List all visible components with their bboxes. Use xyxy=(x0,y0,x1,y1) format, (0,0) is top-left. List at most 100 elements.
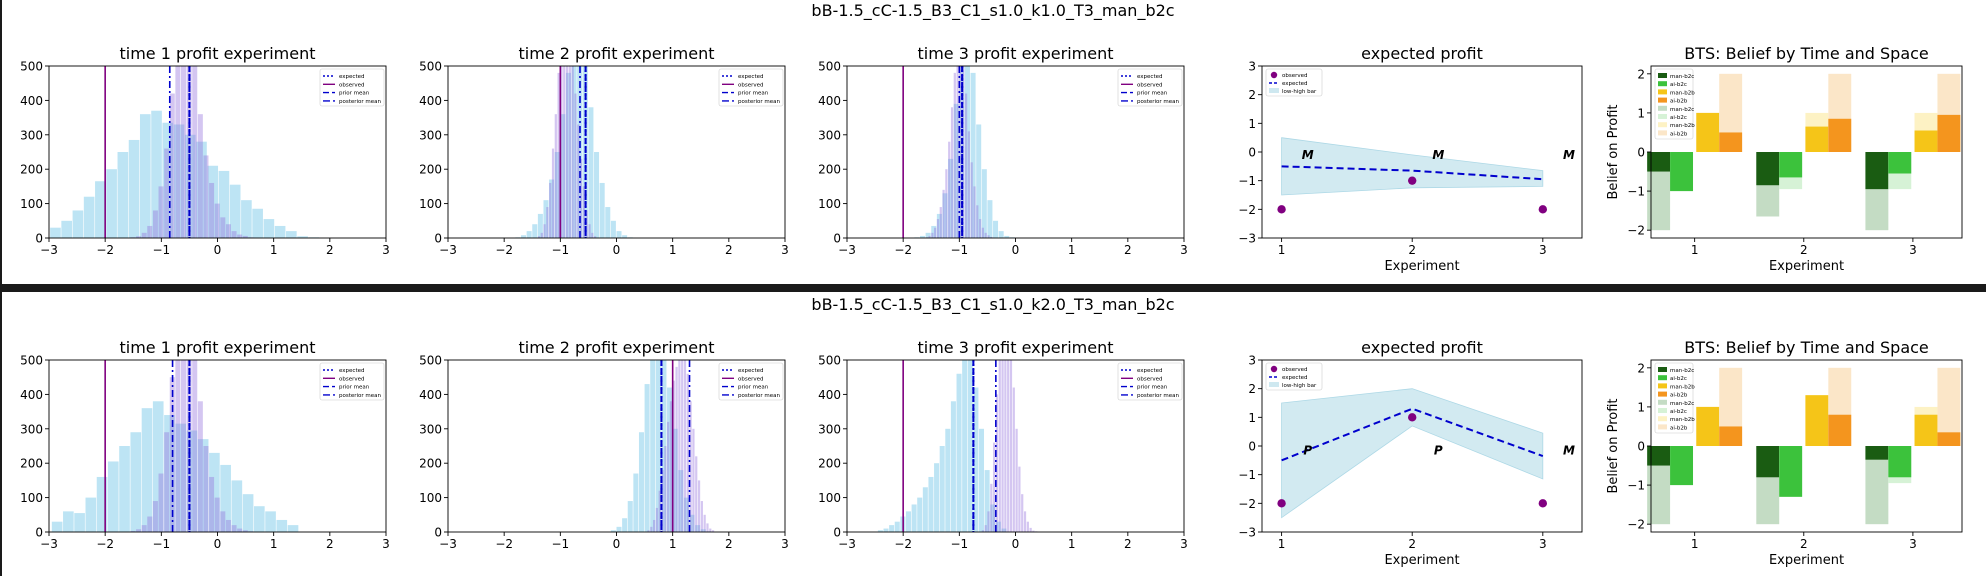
legend-swatch xyxy=(1269,88,1279,93)
observed-point xyxy=(1277,205,1286,214)
prior-hist-bar xyxy=(96,476,108,532)
posterior-hist-bar xyxy=(164,432,170,532)
prior-hist-bar xyxy=(964,66,970,238)
y-tick-label: 300 xyxy=(419,128,442,142)
panel-title: BTS: Belief by Time and Space xyxy=(1684,44,1929,63)
prior-hist-bar xyxy=(622,518,628,532)
hist-panel-time-2: −3 −2 −1 0 1 2 3 0 100 200 300 400 500 time 2 profit … xyxy=(419,338,789,551)
posterior-hist-bar xyxy=(237,528,243,532)
legend-label: observed xyxy=(339,82,365,88)
posterior-hist-bar xyxy=(700,501,703,532)
panel-title: time 1 profit experiment xyxy=(119,338,315,357)
posterior-hist-bar xyxy=(1012,387,1015,532)
x-tick-label: 2 xyxy=(1124,537,1132,551)
posterior-hist-bar xyxy=(136,236,142,238)
y-tick-label: −2 xyxy=(1627,224,1645,238)
posterior-hist-bar xyxy=(158,473,164,532)
posterior-hist-bar xyxy=(540,232,543,238)
legend-swatch xyxy=(1658,130,1667,136)
x-tick-label: 1 xyxy=(270,537,278,551)
y-tick-label: 200 xyxy=(818,457,841,471)
prior-hist-bar xyxy=(50,227,61,238)
posterior-hist-bar xyxy=(1018,466,1021,532)
prior-hist-bar xyxy=(186,430,198,532)
y-tick-label: 200 xyxy=(419,457,442,471)
posterior-hist-bar xyxy=(667,421,670,532)
legend-label: observed xyxy=(1282,367,1308,373)
prior-hist-bar xyxy=(571,66,577,238)
posterior-hist-bar xyxy=(197,401,203,532)
prior-hist-bar xyxy=(948,158,954,238)
posterior-hist-bar xyxy=(959,66,962,238)
posterior-hist-bar xyxy=(953,72,956,238)
y-tick-label: 100 xyxy=(818,491,841,505)
x-tick-label: −1 xyxy=(152,243,170,257)
legend-label: expected xyxy=(1282,81,1307,87)
figure-suptitle: bB-1.5_cC-1.5_B3_C1_s1.0_k2.0_T3_man_b2c xyxy=(811,295,1174,315)
y-tick-label: 0 xyxy=(35,526,43,540)
posterior-hist-bar xyxy=(942,189,945,238)
posterior-hist-bar xyxy=(1015,428,1018,532)
posterior-hist-bar xyxy=(990,236,993,238)
y-tick-label: 2 xyxy=(1248,88,1256,102)
man-b2b-bar xyxy=(1914,130,1938,152)
legend-swatch xyxy=(1658,81,1667,87)
x-tick-label: 0 xyxy=(613,243,621,257)
y-tick-label: 400 xyxy=(818,94,841,108)
observed-point xyxy=(1408,413,1417,422)
prior-hist-bar xyxy=(672,428,678,532)
posterior-hist-bar xyxy=(678,360,681,532)
y-tick-label: 1 xyxy=(1637,400,1645,414)
figure-row-1: bB-1.5_cC-1.5_B3_C1_s1.0_k1.0_T3_man_b2c… xyxy=(20,1,1963,274)
legend: expected observed prior mean posterior mean xyxy=(718,68,784,107)
x-tick-label: −3 xyxy=(439,537,457,551)
x-tick-label: 0 xyxy=(613,537,621,551)
legend: expected observed prior mean posterior mean xyxy=(1117,68,1183,107)
y-tick-label: 300 xyxy=(818,128,841,142)
posterior-hist-bar xyxy=(175,360,181,532)
observed-point xyxy=(1538,205,1548,214)
posterior-hist-bar xyxy=(711,530,715,532)
y-tick-label: 500 xyxy=(419,60,442,74)
posterior-hist-bar xyxy=(695,456,698,532)
prior-hist-bar xyxy=(945,428,951,532)
prior-hist-bar xyxy=(265,511,276,532)
posterior-hist-bar xyxy=(1023,511,1027,532)
prior-hist-bar xyxy=(521,235,527,238)
x-tick-label: 1 xyxy=(270,243,278,257)
prior-hist-bar xyxy=(209,452,220,532)
prior-hist-bar xyxy=(922,487,928,532)
posterior-hist-bar xyxy=(591,232,594,238)
posterior-hist-bar xyxy=(242,530,248,532)
x-tick-label: 3 xyxy=(1539,537,1547,551)
legend-label: posterior mean xyxy=(339,99,382,105)
x-tick-label: 3 xyxy=(382,537,390,551)
expected-profit-panel: P P M 1 2 3 −3 −2 −1 0 1 2 3 expected profit Experimen… xyxy=(1238,338,1583,568)
ai-b2b-light-bar xyxy=(1719,367,1743,446)
legend-box xyxy=(1117,68,1183,107)
prior-hist-bar xyxy=(950,401,956,532)
x-tick-label: 1 xyxy=(1278,243,1286,257)
posterior-hist-bar xyxy=(706,523,709,532)
prior-hist-bar xyxy=(196,141,207,238)
legend-swatch xyxy=(1658,383,1667,389)
posterior-hist-bar xyxy=(546,207,549,238)
prior-hist-bar xyxy=(894,521,900,532)
legend-label: ai-b2b xyxy=(1670,99,1688,105)
prior-hist-bar xyxy=(650,360,656,532)
posterior-hist-bar xyxy=(141,525,147,532)
y-tick-label: 400 xyxy=(419,94,442,108)
legend-label: ai-b2c xyxy=(1670,115,1687,121)
prior-hist-bar xyxy=(594,152,600,238)
prior-hist-bar xyxy=(678,470,684,532)
x-tick-label: −2 xyxy=(894,537,912,551)
ai-b2b-bar xyxy=(1719,132,1743,152)
y-tick-label: 100 xyxy=(419,491,442,505)
prior-hist-bar xyxy=(610,220,616,238)
x-tick-label: 0 xyxy=(1012,537,1020,551)
prior-hist-bar xyxy=(51,521,63,532)
prior-hist-bar xyxy=(130,432,142,532)
posterior-hist-bar xyxy=(543,224,546,238)
legend-label: posterior mean xyxy=(339,393,382,399)
legend-box xyxy=(718,362,784,401)
